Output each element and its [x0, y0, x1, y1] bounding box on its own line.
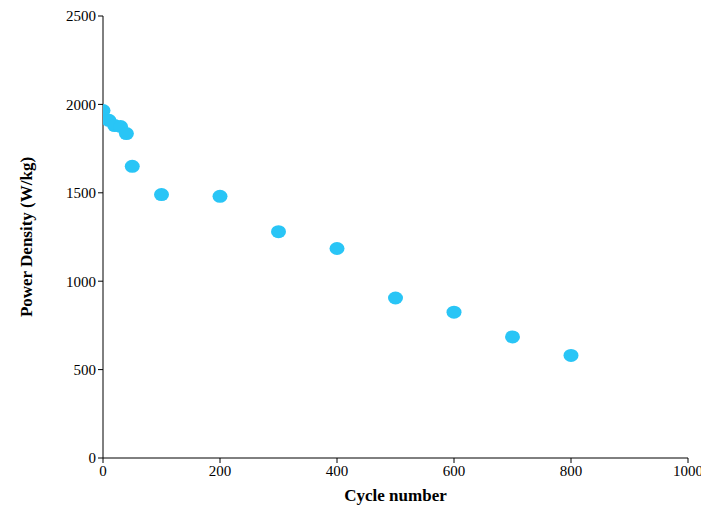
svg-text:1000: 1000 — [66, 274, 96, 290]
svg-text:2000: 2000 — [66, 97, 96, 113]
svg-text:600: 600 — [443, 463, 466, 479]
svg-text:Cycle number: Cycle number — [344, 486, 447, 505]
svg-text:500: 500 — [74, 362, 97, 378]
svg-text:Power Density (W/kg): Power Density (W/kg) — [17, 157, 36, 317]
svg-text:1500: 1500 — [66, 185, 96, 201]
svg-text:0: 0 — [89, 450, 97, 466]
svg-text:200: 200 — [209, 463, 232, 479]
svg-text:2500: 2500 — [66, 8, 96, 24]
svg-text:400: 400 — [326, 463, 349, 479]
svg-text:0: 0 — [99, 463, 107, 479]
svg-text:800: 800 — [560, 463, 583, 479]
svg-text:1000: 1000 — [673, 463, 701, 479]
